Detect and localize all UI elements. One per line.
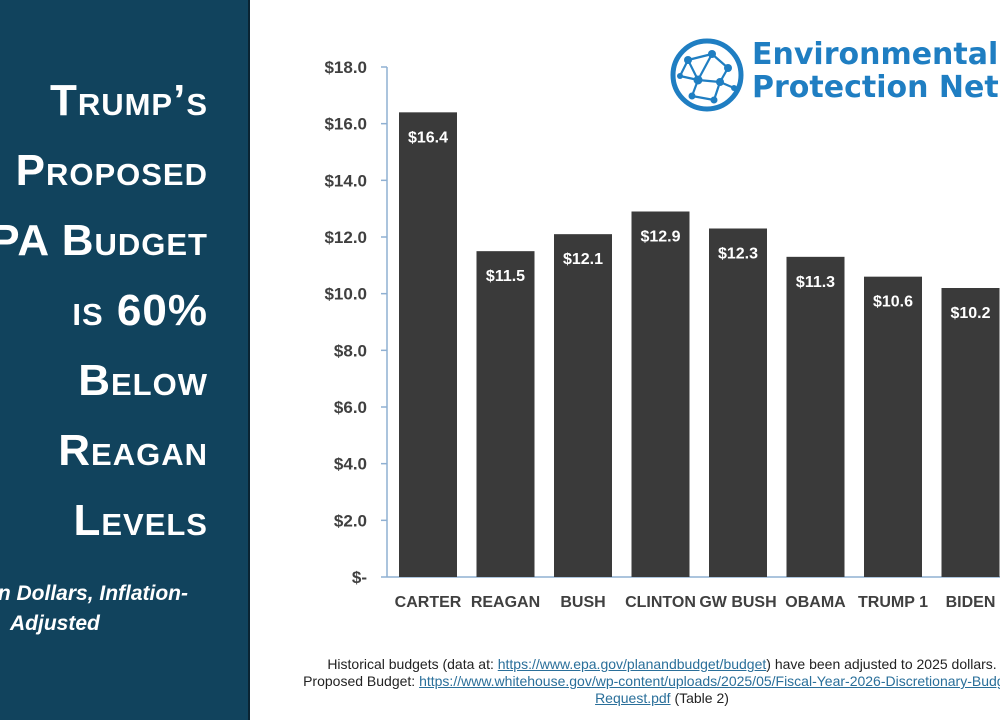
bar-gw-bush	[709, 228, 767, 577]
logo: Environmental Protection Network	[668, 36, 1000, 116]
bar-trump-1	[864, 276, 922, 577]
logo-line-1: Environmental	[752, 37, 999, 72]
bar-biden	[941, 288, 1000, 577]
bar-bush	[554, 234, 612, 577]
y-tick-label: $2.0	[334, 511, 367, 530]
x-tick-label: GW BUSH	[699, 594, 776, 611]
x-tick-label: CLINTON	[625, 594, 696, 611]
title-panel: Trump’s Proposed EPA Budget is 60% Below…	[0, 0, 250, 720]
x-axis-ticks: CARTER REAGAN BUSH CLINTON GW BUSH OBAMA TRUMP…	[395, 594, 996, 611]
footnote: Historical budgets (data at: https://www…	[262, 656, 1000, 707]
logo-line-2: Protection Network	[752, 70, 1000, 105]
x-tick-label: BIDEN	[946, 594, 996, 611]
bar-obama	[786, 256, 845, 577]
title-line: EPA Budget	[0, 216, 208, 265]
bar-data-label: $16.4	[408, 129, 448, 146]
footnote-text: ) have been adjusted to 2025 dollars.	[766, 656, 997, 672]
bar-data-label: $10.6	[873, 294, 913, 311]
y-tick-label: $16.0	[324, 115, 367, 134]
globe-network-icon	[670, 38, 744, 112]
x-tick-label: BUSH	[560, 594, 605, 611]
title-line: Levels	[73, 496, 208, 545]
footnote-line-2: Proposed Budget: https://www.whitehouse.…	[262, 673, 1000, 690]
whitehouse-budget-link-cont[interactable]: Request.pdf	[595, 690, 671, 706]
y-tick-label: $14.0	[324, 171, 367, 190]
bar-carter	[399, 112, 457, 577]
subtitle-line: In Dollars, Inflation-	[0, 582, 189, 605]
x-tick-label: TRUMP 1	[858, 594, 928, 611]
title-line: Proposed	[15, 146, 208, 195]
y-tick-label: $18.0	[324, 58, 367, 77]
bar-data-label: $12.3	[718, 246, 758, 263]
bar-data-label: $12.9	[640, 229, 680, 246]
bars	[399, 112, 1000, 577]
title-line: Below	[78, 356, 208, 405]
footnote-line-1: Historical budgets (data at: https://www…	[262, 656, 1000, 673]
bar-reagan	[476, 251, 535, 577]
bar-data-labels: $16.4 $11.5 $12.1 $12.9 $12.3 $11.3 $10.6 $10.2	[408, 129, 991, 322]
footnote-text: (Table 2)	[670, 690, 729, 706]
x-tick-label: OBAMA	[785, 594, 846, 611]
bar-data-label: $11.5	[486, 268, 525, 285]
y-tick-label: $4.0	[334, 455, 367, 474]
subtitle-line: Adjusted	[10, 612, 100, 635]
bar-chart: $- $2.0 $4.0 $6.0 $8.0 $10.0 $12.0 $14.0 $16.0 $1…	[324, 58, 1000, 611]
title-line: Reagan	[58, 426, 208, 475]
bar-data-label: $12.1	[563, 251, 603, 268]
bar-clinton	[631, 211, 690, 577]
bar-data-label: $10.2	[950, 305, 990, 322]
y-tick-label: $6.0	[334, 398, 367, 417]
footnote-text: Historical budgets (data at:	[327, 656, 498, 672]
x-tick-label: CARTER	[395, 594, 462, 611]
whitehouse-budget-link[interactable]: https://www.whitehouse.gov/wp-content/up…	[419, 673, 1000, 689]
title-line: Trump’s	[49, 76, 208, 125]
epa-budget-link[interactable]: https://www.epa.gov/planandbudget/budget	[497, 656, 767, 672]
y-axis-ticks: $- $2.0 $4.0 $6.0 $8.0 $10.0 $12.0 $14.0 $16.0 $1…	[324, 58, 387, 587]
y-tick-label: $8.0	[334, 341, 367, 360]
x-tick-label: REAGAN	[471, 594, 540, 611]
bar-data-label: $11.3	[796, 274, 835, 291]
footnote-line-3: Request.pdf (Table 2)	[262, 690, 1000, 707]
footnote-text: Proposed Budget:	[303, 673, 420, 689]
title-line: is 60%	[72, 286, 208, 335]
y-tick-label: $-	[352, 568, 367, 587]
y-tick-label: $12.0	[324, 228, 367, 247]
y-tick-label: $10.0	[324, 285, 367, 304]
